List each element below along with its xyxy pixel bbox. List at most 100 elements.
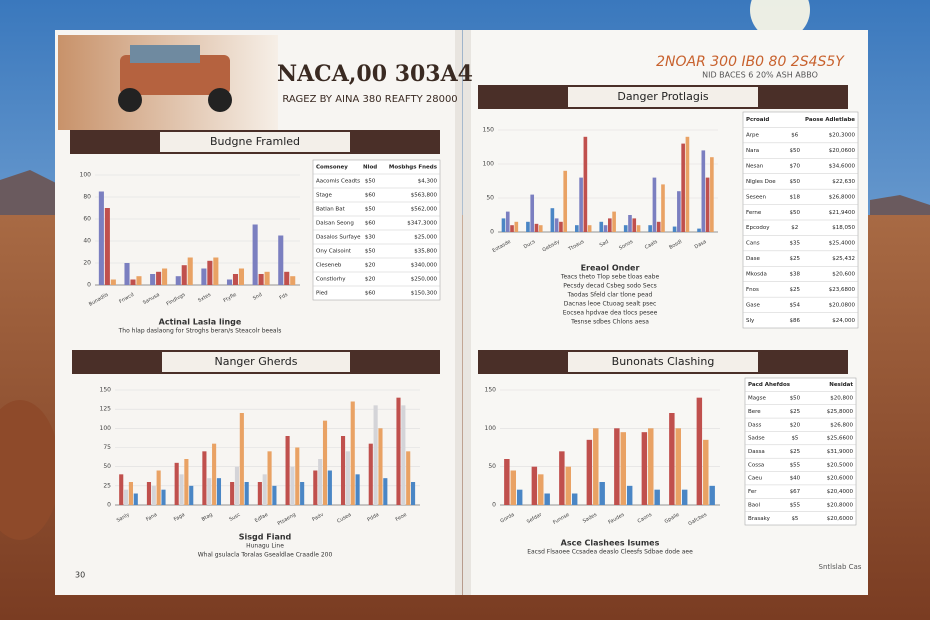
bar: [514, 221, 519, 232]
table-cell: $25: [790, 256, 801, 262]
table-cell: Caeu: [748, 476, 762, 482]
y-tick-label: 0: [107, 502, 111, 509]
table-cell: $60: [365, 193, 376, 199]
table-cell: Bere: [748, 409, 761, 415]
table-cell: $5: [791, 516, 798, 522]
table-cell: Ferne: [746, 210, 762, 216]
table-header: Mosbhgs Fneds: [389, 165, 438, 171]
bar: [654, 489, 660, 505]
bar: [571, 493, 578, 505]
table-cell: $25,000: [414, 235, 437, 241]
bar: [559, 451, 565, 505]
table-cell: $50: [790, 210, 801, 216]
table-cell: $60: [365, 221, 376, 227]
y-tick-label: 150: [485, 387, 497, 394]
table-cell: $35: [790, 241, 801, 247]
table-cell: Dassa: [748, 449, 765, 455]
table-cell: $23,6800: [829, 287, 856, 293]
bar: [322, 420, 328, 505]
bar: [593, 428, 599, 505]
bar: [501, 218, 506, 232]
table-cell: $18: [790, 194, 801, 200]
bar: [526, 221, 530, 232]
bar: [300, 482, 305, 505]
bar: [599, 221, 604, 232]
caption: Tesnse sdbes Chlons aesa: [570, 319, 649, 326]
caption: Whal gsulacla Toralas Gsealdlae Craadle …: [198, 552, 333, 559]
bar: [258, 274, 264, 285]
bar: [278, 235, 284, 285]
bar: [648, 428, 654, 505]
page-number: 30: [75, 571, 85, 580]
table-cell: Epcodoy: [746, 225, 770, 231]
bar: [709, 485, 715, 505]
bar: [559, 221, 563, 232]
table-cell: $55: [790, 502, 801, 508]
bar: [162, 268, 168, 285]
jeep: [118, 45, 232, 112]
bar: [327, 470, 332, 505]
table-cell: Nlgles Doe: [746, 179, 776, 185]
bar: [510, 225, 514, 232]
bar: [345, 451, 350, 505]
x-tick-label: Ducs: [523, 239, 537, 251]
bar: [98, 191, 104, 285]
bar: [207, 478, 212, 505]
table-cell: $25: [790, 409, 801, 415]
bar: [181, 265, 187, 285]
bar: [104, 208, 110, 285]
table-cell: $50: [365, 179, 376, 185]
bar: [697, 228, 701, 232]
bar: [554, 218, 559, 232]
table-cell: $6: [791, 133, 798, 139]
bar: [669, 413, 675, 505]
table-cell: Nara: [746, 148, 759, 154]
bar: [285, 436, 290, 505]
right-subtitle: NID BACES 6 20% ASH ABBO: [702, 71, 818, 80]
table-cell: Dasalos Surfaye: [316, 235, 361, 241]
y-tick-label: 0: [87, 282, 91, 289]
table-cell: $340,000: [411, 263, 438, 269]
bar: [230, 482, 235, 505]
table-cell: $50: [365, 249, 376, 255]
table-header: Paose Adletlabe: [805, 117, 855, 123]
section-title: Nanger Gherds: [214, 355, 297, 368]
bar: [257, 482, 262, 505]
section-label-bg: [568, 87, 758, 107]
x-tick-label: Fds: [278, 292, 289, 302]
table-cell: $20,5000: [827, 462, 854, 468]
table-cell: $50: [790, 179, 801, 185]
bar: [534, 223, 539, 232]
x-tick-label: Padv: [311, 512, 324, 523]
table-cell: $20: [365, 263, 376, 269]
table-cell: $18,050: [832, 225, 855, 231]
bar: [226, 279, 233, 285]
bar: [410, 482, 416, 505]
bar: [703, 439, 709, 505]
table-cell: $20,0800: [829, 302, 856, 308]
bar: [614, 428, 620, 505]
bar: [234, 466, 240, 505]
table-cell: $50: [365, 207, 376, 213]
bar: [130, 279, 136, 285]
page-footer: Sntlslab Cas: [819, 563, 862, 571]
table-cell: $30: [365, 235, 376, 241]
table-cell: Dalsan Seong: [316, 221, 354, 227]
bar: [187, 257, 193, 285]
caption: Actinal Lasla linge: [159, 318, 242, 327]
section-title: Bunonats Clashing: [612, 355, 715, 368]
x-tick-label: Susc: [228, 512, 241, 523]
x-tick-label: Sad: [599, 239, 610, 249]
table-cell: $20,600: [832, 272, 855, 278]
caption: Teacs theto Tlop sebe tloas eabe: [560, 274, 660, 281]
table-cell: Aacomls Ceadts: [316, 179, 360, 185]
section-label-bg: [568, 352, 758, 372]
table-cell: $40: [790, 476, 801, 482]
table-cell: Gase: [746, 302, 760, 308]
table-cell: $4,300: [418, 179, 438, 185]
table-cell: $20,4000: [827, 489, 854, 495]
bar: [179, 474, 184, 505]
bar: [641, 432, 648, 505]
bar: [156, 271, 162, 285]
